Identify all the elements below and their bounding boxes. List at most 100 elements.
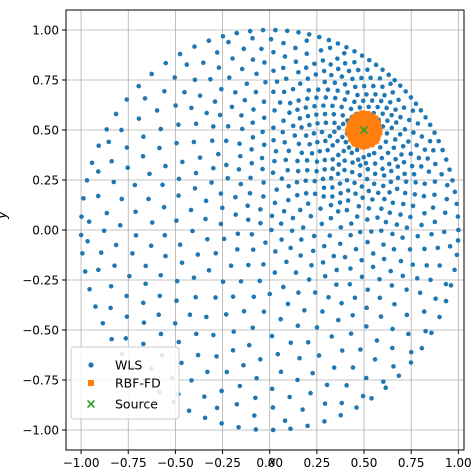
x-tick-label: −0.75 <box>110 456 147 470</box>
wls-point <box>324 382 330 388</box>
wls-point <box>148 243 154 249</box>
wls-point <box>444 182 450 188</box>
wls-point <box>371 150 377 156</box>
x-tick-label: 1.00 <box>445 456 472 470</box>
wls-point <box>354 405 359 410</box>
wls-point <box>327 233 333 238</box>
wls-point <box>309 151 315 156</box>
wls-point <box>342 158 347 163</box>
wls-point <box>93 304 98 309</box>
wls-point <box>124 145 130 150</box>
wls-point <box>359 274 365 280</box>
wls-point <box>195 252 201 257</box>
wls-point <box>270 170 276 176</box>
rbf-fd-point <box>346 121 353 128</box>
rbf-fd-point <box>360 143 366 150</box>
wls-point <box>172 321 178 326</box>
wls-point <box>442 210 448 216</box>
wls-point <box>230 348 236 353</box>
wls-point <box>329 334 335 339</box>
wls-point <box>230 56 235 61</box>
wls-point <box>395 175 401 181</box>
wls-point <box>288 245 293 251</box>
wls-point <box>108 305 113 311</box>
wls-point <box>274 187 280 192</box>
legend-wls-marker <box>88 362 94 368</box>
wls-point <box>281 284 286 290</box>
wls-point <box>338 225 344 230</box>
wls-point <box>411 171 417 177</box>
wls-point <box>82 269 88 274</box>
wls-point <box>249 147 254 152</box>
wls-point <box>366 152 372 158</box>
wls-point <box>385 150 391 156</box>
wls-point <box>321 68 327 74</box>
wls-point <box>269 333 275 339</box>
wls-point <box>219 86 224 92</box>
wls-point <box>414 276 420 281</box>
wls-point <box>286 197 291 203</box>
wls-point <box>296 30 301 35</box>
wls-point <box>254 375 259 381</box>
wls-point <box>278 316 283 322</box>
wls-point <box>314 112 319 117</box>
rbf-fd-point <box>363 143 370 149</box>
wls-point <box>288 340 294 346</box>
wls-point <box>330 194 335 199</box>
wls-point <box>287 100 293 106</box>
y-tick-label: 0.50 <box>32 123 59 137</box>
wls-point <box>322 273 328 279</box>
wls-point <box>277 100 283 105</box>
wls-point <box>332 95 338 101</box>
wls-point <box>389 283 395 288</box>
wls-series <box>78 27 461 433</box>
wls-point <box>428 277 433 283</box>
wls-point <box>325 87 331 93</box>
wls-point <box>339 300 344 306</box>
wls-point <box>260 166 265 172</box>
wls-point <box>296 70 301 75</box>
wls-point <box>320 176 326 182</box>
wls-point <box>377 276 382 282</box>
wls-point <box>147 171 152 177</box>
wls-point <box>364 324 369 329</box>
wls-point <box>111 179 117 185</box>
wls-point <box>409 163 415 169</box>
wls-point <box>299 125 304 130</box>
wls-point <box>454 252 460 258</box>
wls-point <box>425 156 430 161</box>
rbf-fd-point <box>346 131 352 137</box>
wls-point <box>382 92 387 98</box>
wls-point <box>192 186 198 191</box>
wls-point <box>269 386 275 392</box>
wls-point <box>312 178 318 184</box>
wls-point <box>281 118 286 124</box>
wls-point <box>454 201 460 207</box>
wls-point <box>140 154 146 159</box>
wls-point <box>176 176 182 182</box>
wls-point <box>246 262 251 268</box>
wls-point <box>355 92 360 98</box>
wls-point <box>331 253 337 259</box>
rbf-fd-point <box>356 111 362 118</box>
wls-point <box>225 124 231 129</box>
wls-point <box>296 141 302 147</box>
wls-point <box>314 159 320 164</box>
wls-point <box>398 258 404 264</box>
wls-point <box>307 122 312 128</box>
wls-point <box>146 196 151 202</box>
wls-point <box>388 268 394 274</box>
wls-point <box>400 273 406 279</box>
wls-point <box>206 38 212 44</box>
wls-point <box>119 127 124 133</box>
wls-point <box>261 99 267 104</box>
wls-point <box>214 354 219 359</box>
wls-point <box>254 71 259 77</box>
wls-point <box>400 235 405 240</box>
wls-point <box>293 59 299 65</box>
wls-point <box>413 180 418 185</box>
wls-point <box>211 124 216 129</box>
rbf-fd-point <box>349 117 355 123</box>
wls-point <box>444 196 450 202</box>
wls-point <box>269 213 275 219</box>
